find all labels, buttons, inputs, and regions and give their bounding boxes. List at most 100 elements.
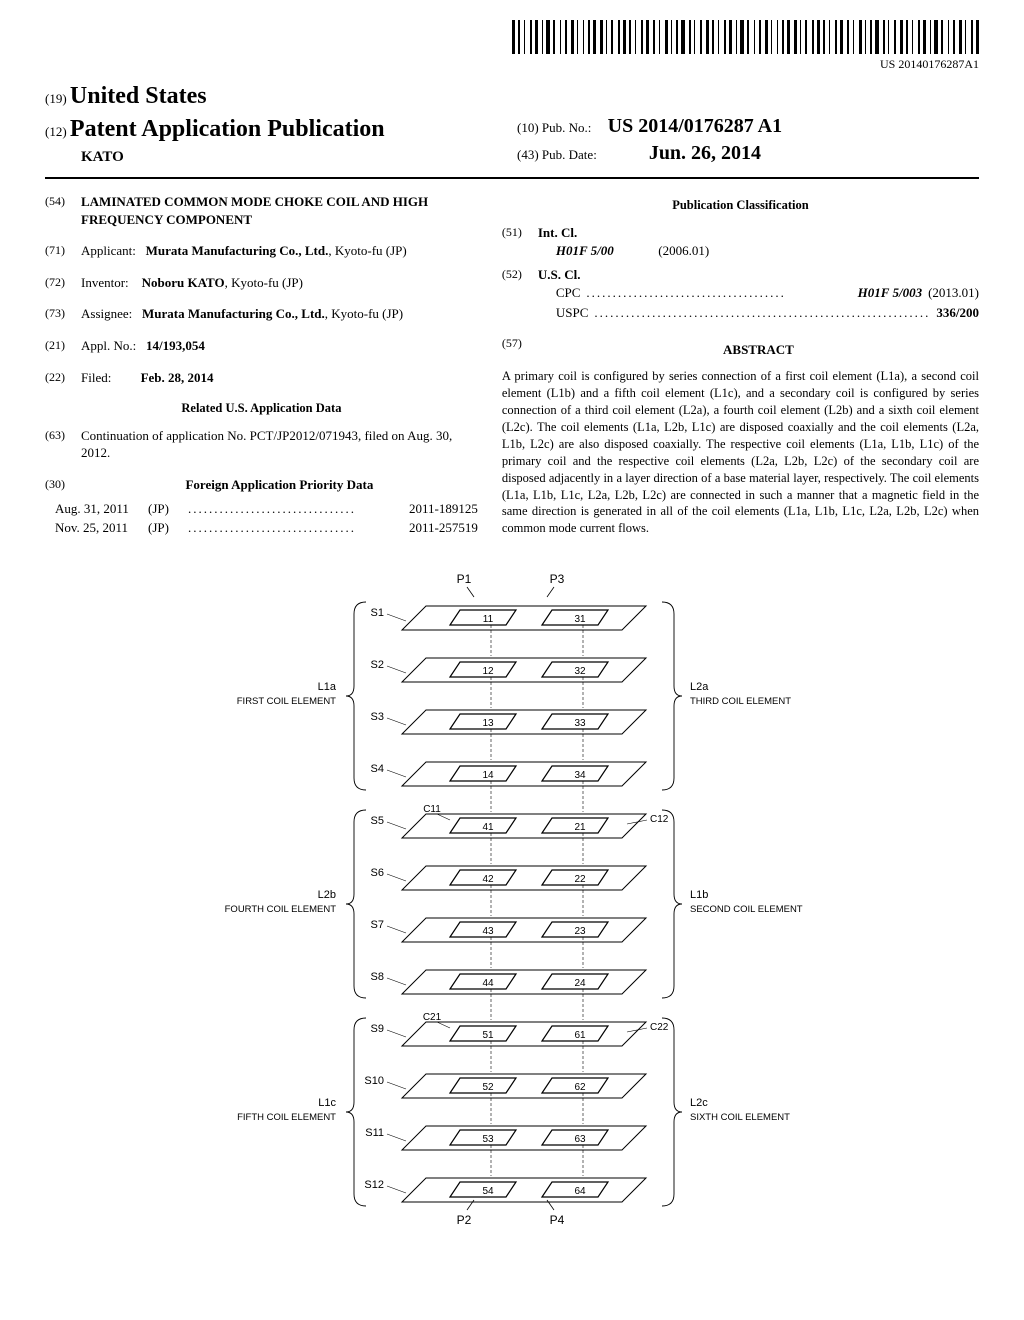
svg-text:41: 41 <box>482 822 494 833</box>
appl-no: 14/193,054 <box>146 338 205 353</box>
int-cl-prefix: (51) <box>502 224 530 262</box>
cpc-year: (2013.01) <box>928 284 979 302</box>
svg-text:L1b: L1b <box>690 889 708 901</box>
svg-text:51: 51 <box>482 1030 494 1041</box>
svg-text:13: 13 <box>482 718 494 729</box>
title-section: (54) LAMINATED COMMON MODE CHOKE COIL AN… <box>45 193 478 228</box>
inventor-section: (72) Inventor: Noboru KATO, Kyoto-fu (JP… <box>45 274 478 292</box>
svg-text:14: 14 <box>482 770 494 781</box>
assignee-loc: Kyoto-fu (JP) <box>331 306 403 321</box>
foreign-rows: Aug. 31, 2011 (JP) .....................… <box>45 500 478 537</box>
country-prefix: (19) <box>45 91 67 106</box>
foreign-prefix: (30) <box>45 476 73 494</box>
us-cl-section: (52) U.S. Cl. CPC ......................… <box>502 266 979 325</box>
svg-text:12: 12 <box>482 666 494 677</box>
svg-text:L1a: L1a <box>318 681 337 693</box>
cpc-label: CPC <box>556 284 581 302</box>
svg-text:S1: S1 <box>371 607 384 619</box>
pub-no-line: (10) Pub. No.: US 2014/0176287 A1 <box>517 113 979 140</box>
continuation-prefix: (63) <box>45 427 73 462</box>
svg-text:S3: S3 <box>371 711 384 723</box>
pub-date: Jun. 26, 2014 <box>649 142 761 164</box>
header: (19) United States (12) Patent Applicati… <box>45 80 979 167</box>
related-title: Related U.S. Application Data <box>45 400 478 417</box>
svg-text:FIFTH COIL ELEMENT: FIFTH COIL ELEMENT <box>237 1112 336 1123</box>
foreign-row-1: Nov. 25, 2011 (JP) .....................… <box>55 519 478 537</box>
cpc-val: H01F 5/003 <box>858 284 922 302</box>
main-content: (54) LAMINATED COMMON MODE CHOKE COIL AN… <box>45 193 979 538</box>
int-cl-section: (51) Int. Cl. H01F 5/00 (2006.01) <box>502 224 979 262</box>
svg-text:S9: S9 <box>371 1023 384 1035</box>
svg-text:L1c: L1c <box>318 1097 336 1109</box>
header-rule <box>45 177 979 179</box>
abstract-text: A primary coil is configured by series c… <box>502 368 979 537</box>
svg-text:44: 44 <box>482 978 494 989</box>
dots: ................................ <box>188 519 380 537</box>
left-column: (54) LAMINATED COMMON MODE CHOKE COIL AN… <box>45 193 478 538</box>
svg-text:52: 52 <box>482 1082 494 1093</box>
assignee-label: Assignee: <box>81 306 132 321</box>
inventor-name: Noboru KATO <box>142 275 225 290</box>
svg-text:C11: C11 <box>423 804 441 815</box>
svg-text:S12: S12 <box>364 1179 384 1191</box>
foreign-num-0: 2011-189125 <box>388 500 478 518</box>
applicant-section: (71) Applicant: Murata Manufacturing Co.… <box>45 242 478 260</box>
abstract-header: (57) ABSTRACT <box>502 335 979 365</box>
right-column: Publication Classification (51) Int. Cl.… <box>502 193 979 538</box>
country-line: (19) United States <box>45 80 507 112</box>
svg-text:31: 31 <box>574 614 586 625</box>
applicant-name: Murata Manufacturing Co., Ltd. <box>146 243 329 258</box>
dots: ...................................... <box>586 284 851 302</box>
pub-no-label: Pub. No.: <box>542 120 591 135</box>
assignee-section: (73) Assignee: Murata Manufacturing Co.,… <box>45 305 478 323</box>
svg-text:34: 34 <box>574 770 586 781</box>
us-cl-label: U.S. Cl. <box>538 266 979 284</box>
svg-text:P2: P2 <box>457 1213 472 1227</box>
svg-text:42: 42 <box>482 874 494 885</box>
pub-date-line: (43) Pub. Date: Jun. 26, 2014 <box>517 140 979 167</box>
filed-section: (22) Filed: Feb. 28, 2014 <box>45 369 478 387</box>
pub-date-prefix: (43) <box>517 147 539 162</box>
svg-text:63: 63 <box>574 1134 586 1145</box>
svg-text:P1: P1 <box>457 572 472 586</box>
barcode-area: US 20140176287A1 <box>45 20 979 72</box>
svg-text:C12: C12 <box>650 814 669 825</box>
applicant-loc: Kyoto-fu (JP) <box>335 243 407 258</box>
pub-prefix: (12) <box>45 124 67 139</box>
foreign-row-0: Aug. 31, 2011 (JP) .....................… <box>55 500 478 518</box>
svg-text:S10: S10 <box>364 1075 384 1087</box>
applicant-prefix: (71) <box>45 242 73 260</box>
svg-text:C21: C21 <box>423 1012 442 1023</box>
country-name: United States <box>70 83 207 109</box>
svg-text:S11: S11 <box>365 1127 384 1139</box>
foreign-header: (30) Foreign Application Priority Data <box>45 476 478 494</box>
assignee-prefix: (73) <box>45 305 73 323</box>
svg-text:43: 43 <box>482 926 494 937</box>
svg-text:22: 22 <box>574 874 586 885</box>
pub-no: US 2014/0176287 A1 <box>608 115 782 137</box>
barcode-stripes <box>512 20 979 54</box>
appl-no-section: (21) Appl. No.: 14/193,054 <box>45 337 478 355</box>
svg-text:53: 53 <box>482 1134 494 1145</box>
appl-no-label: Appl. No.: <box>81 338 136 353</box>
patent-figure: P1P3S11131S21232S31333S41434S54121S64222… <box>45 561 979 1261</box>
dots: ................................ <box>188 500 380 518</box>
pub-title: Patent Application Publication <box>70 116 385 142</box>
svg-text:FOURTH COIL ELEMENT: FOURTH COIL ELEMENT <box>225 904 337 915</box>
filed-date: Feb. 28, 2014 <box>141 370 214 385</box>
us-cl-prefix: (52) <box>502 266 530 325</box>
foreign-date-0: Aug. 31, 2011 <box>55 500 140 518</box>
svg-text:L2c: L2c <box>690 1097 708 1109</box>
svg-text:21: 21 <box>574 822 586 833</box>
svg-text:SECOND COIL ELEMENT: SECOND COIL ELEMENT <box>690 904 803 915</box>
pub-title-line: (12) Patent Application Publication <box>45 113 507 145</box>
appl-no-prefix: (21) <box>45 337 73 355</box>
continuation-text: Continuation of application No. PCT/JP20… <box>81 427 478 462</box>
foreign-title: Foreign Application Priority Data <box>81 476 478 494</box>
svg-text:64: 64 <box>574 1186 586 1197</box>
svg-text:S2: S2 <box>371 659 384 671</box>
foreign-country-1: (JP) <box>148 519 180 537</box>
svg-text:P4: P4 <box>550 1213 565 1227</box>
svg-text:FIRST COIL ELEMENT: FIRST COIL ELEMENT <box>237 696 336 707</box>
title-prefix: (54) <box>45 193 73 228</box>
